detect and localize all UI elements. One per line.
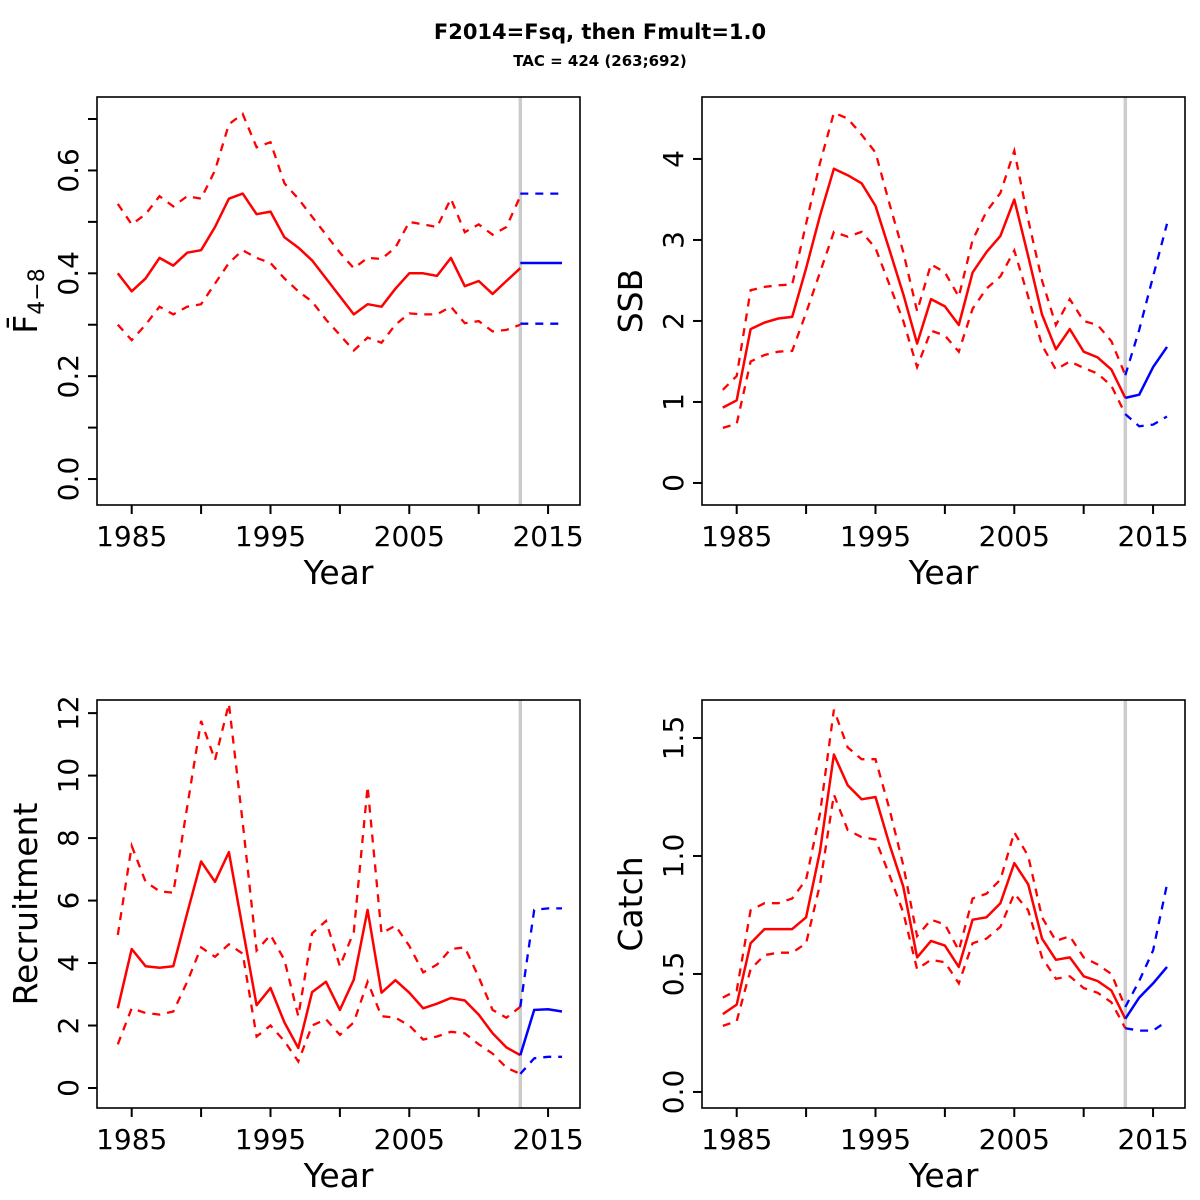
ssb-y-tick-label: 2 [657, 312, 690, 330]
ssb-proj-median-line [1125, 346, 1169, 400]
panel-rec: 1985 1995 2005 2015 0 2 4 6 8 10 12 Year Recruitment [6, 695, 584, 1195]
catch-x-tick-label: 2005 [979, 1123, 1050, 1156]
rec-x-tick-label: 1995 [235, 1123, 306, 1156]
fbar-xlabel: Year [303, 553, 374, 592]
ssb-x-tick-label: 2005 [979, 520, 1050, 553]
rec-x-tick-label: 2015 [512, 1123, 583, 1156]
fbar-x-tick-label: 2005 [374, 520, 445, 553]
rec-proj-lower-ci-line [519, 1055, 562, 1075]
fbar-y-tick-label: 0.2 [52, 354, 85, 399]
ssb-y-tick-label: 1 [657, 393, 690, 411]
fbar-x-tick-label: 2015 [512, 520, 583, 553]
fbar-ylabel: F̄4−8 [5, 268, 50, 333]
panel-ssb: 1985 1995 2005 2015 0 1 2 3 4 Year SSB [611, 96, 1189, 592]
ssb-proj-lower-ci-line [1124, 413, 1168, 428]
panel-fbar: 1985 1995 2005 2015 0.0 0.2 0.4 0.6 Year F̄4−8 [5, 96, 584, 592]
catch-x-tick-label: 1985 [701, 1123, 772, 1156]
rec-y-tick-label: 0 [52, 1079, 85, 1097]
ssb-hist-lower-ci-line [722, 230, 1127, 430]
catch-y-tick-label: 1.0 [657, 834, 690, 879]
ssb-y-tick-label: 0 [657, 474, 690, 492]
catch-proj-lower-ci-line [1125, 1020, 1168, 1032]
catch-y-tick-label: 0.0 [657, 1070, 690, 1115]
fbar-y-tick-label: 0.0 [52, 457, 85, 502]
panel-catch: 1985 1995 2005 2015 0.0 0.5 1.0 1.5 Year Catch [611, 699, 1189, 1195]
rec-plot-box [96, 699, 581, 1109]
catch-ylabel: Catch [611, 856, 650, 951]
rec-x-tick-label: 1985 [96, 1123, 167, 1156]
rec-proj-upper-ci-line [519, 907, 562, 1007]
catch-xlabel: Year [908, 1156, 979, 1195]
ssb-plot-box [701, 96, 1186, 506]
rec-hist-upper-ci-line [116, 703, 522, 1020]
fbar-plot-box [96, 96, 581, 506]
fbar-y-tick-label: 0.4 [52, 251, 85, 296]
catch-y-tick-label: 0.5 [657, 952, 690, 997]
catch-plot-box [701, 699, 1186, 1109]
catch-x-tick-label: 1995 [840, 1123, 911, 1156]
ssb-x-tick-label: 2015 [1117, 520, 1188, 553]
fbar-hist-lower-ci-line [116, 248, 521, 353]
catch-proj-upper-ci-line [1124, 884, 1169, 1008]
catch-hist-upper-ci-line [722, 709, 1127, 1008]
catch-hist-median-line [722, 753, 1127, 1020]
rec-y-tick-label: 8 [52, 829, 85, 847]
ssb-proj-upper-ci-line [1124, 223, 1169, 376]
ssb-xlabel: Year [908, 553, 979, 592]
fbar-x-tick-label: 1995 [235, 520, 306, 553]
rec-proj-median-line [519, 1008, 563, 1056]
figure-subtitle-tac: TAC = 424 (263;692) [513, 52, 687, 70]
ssb-y-tick-label: 3 [657, 231, 690, 249]
figure-title: F2014=Fsq, then Fmult=1.0 [433, 20, 767, 44]
rec-xlabel: Year [303, 1156, 374, 1195]
rec-hist-median-line [116, 850, 521, 1057]
rec-y-tick-label: 2 [52, 1017, 85, 1035]
catch-hist-lower-ci-line [722, 790, 1127, 1029]
catch-x-tick-label: 2015 [1117, 1123, 1188, 1156]
rec-y-tick-label: 12 [52, 695, 85, 731]
fbar-hist-median-line [116, 192, 522, 316]
rec-y-tick-label: 10 [52, 758, 85, 794]
rec-x-tick-label: 2005 [374, 1123, 445, 1156]
fbar-hist-upper-ci-line [116, 112, 522, 270]
ssb-y-tick-label: 4 [657, 150, 690, 168]
rec-y-tick-label: 6 [52, 892, 85, 910]
ssb-x-tick-label: 1995 [840, 520, 911, 553]
ssb-ylabel: SSB [611, 269, 650, 334]
fbar-y-tick-label: 0.6 [52, 148, 85, 193]
fbar-x-tick-label: 1985 [96, 520, 167, 553]
rec-ylabel: Recruitment [6, 803, 45, 1006]
rec-y-tick-label: 4 [52, 954, 85, 972]
ssb-hist-upper-ci-line [721, 111, 1127, 391]
catch-y-tick-label: 1.5 [657, 716, 690, 761]
ssb-hist-median-line [722, 167, 1127, 409]
catch-proj-median-line [1124, 966, 1168, 1020]
rec-hist-lower-ci-line [116, 942, 521, 1075]
ssb-x-tick-label: 1985 [701, 520, 772, 553]
